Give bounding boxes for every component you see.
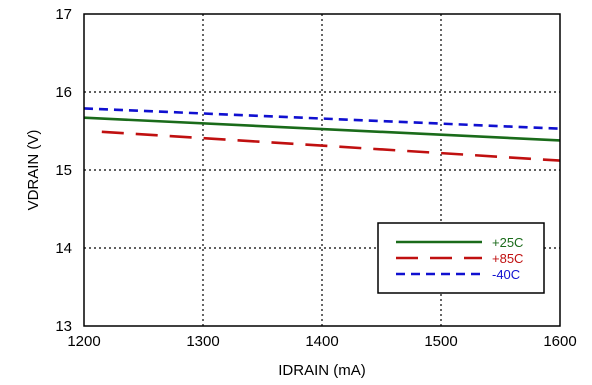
legend-box: [377, 222, 545, 294]
x-tick-label: 1600: [543, 333, 576, 350]
series-layer: [83, 107, 561, 162]
x-tick-label: 1400: [305, 333, 338, 350]
legend-label-0: +25C: [492, 235, 523, 250]
x-tick-label: 1300: [186, 333, 219, 350]
x-axis-title: IDRAIN (mA): [278, 362, 366, 379]
x-tick-label: 1500: [424, 333, 457, 350]
y-axis-title: VDRAIN (V): [25, 130, 42, 211]
y-tick-label: 14: [55, 240, 72, 257]
y-tick-label: 16: [55, 84, 72, 101]
plot-frame: [83, 13, 561, 327]
ticks: 1200 1300 1400 1500 1600 13 14 15 16 17: [55, 6, 576, 350]
y-tick-label: 17: [55, 6, 72, 23]
series-line-2: [83, 107, 561, 130]
series-line-1: [101, 130, 561, 162]
legend-label-1: +85C: [492, 251, 523, 266]
legend-label-2: -40C: [492, 267, 520, 282]
x-tick-label: 1200: [67, 333, 100, 350]
legend: +25C+85C-40C: [377, 222, 545, 294]
y-tick-label: 13: [55, 318, 72, 335]
series-line-0: [83, 116, 561, 142]
y-tick-label: 15: [55, 162, 72, 179]
